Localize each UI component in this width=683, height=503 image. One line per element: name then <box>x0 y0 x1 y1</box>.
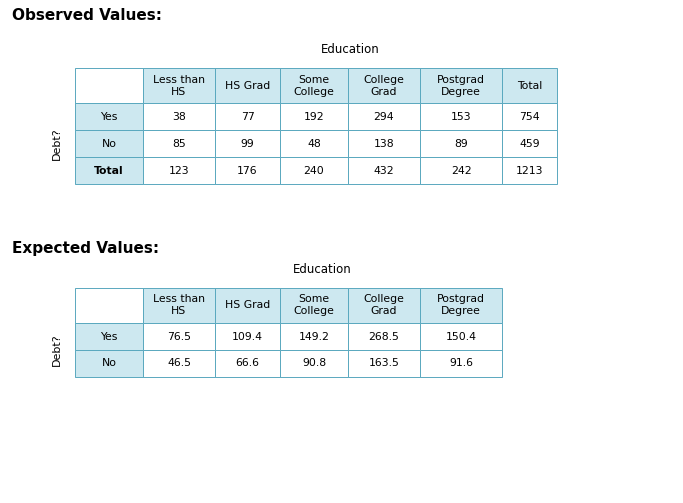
Bar <box>420 103 502 130</box>
Bar <box>215 350 280 377</box>
Text: 89: 89 <box>454 138 468 148</box>
Text: 66.6: 66.6 <box>236 359 260 369</box>
Text: Education: Education <box>293 263 352 276</box>
Text: 48: 48 <box>307 138 321 148</box>
Bar <box>215 103 280 130</box>
Text: 176: 176 <box>237 165 257 176</box>
Text: Some
College: Some College <box>294 74 335 97</box>
Text: 754: 754 <box>519 112 540 122</box>
Text: Total: Total <box>94 165 124 176</box>
Bar <box>143 130 215 157</box>
Bar <box>280 103 348 130</box>
Text: Some
College: Some College <box>294 294 335 316</box>
Bar <box>75 130 143 157</box>
Bar <box>420 288 502 323</box>
Text: Education: Education <box>320 43 379 56</box>
Bar <box>420 130 502 157</box>
Bar <box>348 350 420 377</box>
Bar <box>215 157 280 184</box>
Text: 240: 240 <box>304 165 324 176</box>
Text: 76.5: 76.5 <box>167 331 191 342</box>
Bar <box>215 68 280 103</box>
Text: 294: 294 <box>374 112 394 122</box>
Bar <box>143 323 215 350</box>
Bar <box>75 103 143 130</box>
Bar <box>280 130 348 157</box>
Text: Postgrad
Degree: Postgrad Degree <box>437 74 485 97</box>
Bar <box>143 157 215 184</box>
Text: Total: Total <box>517 80 542 91</box>
Text: No: No <box>102 138 117 148</box>
Bar <box>420 323 502 350</box>
Text: 138: 138 <box>374 138 394 148</box>
Bar <box>502 157 557 184</box>
Bar <box>280 350 348 377</box>
Text: 192: 192 <box>304 112 324 122</box>
Text: Yes: Yes <box>100 331 117 342</box>
Bar <box>502 103 557 130</box>
Text: College
Grad: College Grad <box>363 294 404 316</box>
Text: Yes: Yes <box>100 112 117 122</box>
Bar <box>420 157 502 184</box>
Bar <box>420 350 502 377</box>
Text: 85: 85 <box>172 138 186 148</box>
Bar <box>143 68 215 103</box>
Bar <box>280 157 348 184</box>
Bar <box>348 103 420 130</box>
Bar <box>75 323 143 350</box>
Text: 1213: 1213 <box>516 165 543 176</box>
Bar <box>143 103 215 130</box>
Bar <box>280 288 348 323</box>
Bar <box>280 323 348 350</box>
Text: Debt?: Debt? <box>52 127 62 160</box>
Text: No: No <box>102 359 117 369</box>
Bar <box>143 288 215 323</box>
Text: 150.4: 150.4 <box>445 331 477 342</box>
Text: Less than
HS: Less than HS <box>153 294 205 316</box>
Bar <box>215 288 280 323</box>
Text: Debt?: Debt? <box>52 333 62 366</box>
Text: Postgrad
Degree: Postgrad Degree <box>437 294 485 316</box>
Bar <box>502 68 557 103</box>
Bar <box>348 130 420 157</box>
Text: Expected Values:: Expected Values: <box>12 241 159 256</box>
Text: 123: 123 <box>169 165 189 176</box>
Text: 459: 459 <box>519 138 540 148</box>
Text: College
Grad: College Grad <box>363 74 404 97</box>
Bar <box>75 350 143 377</box>
Bar <box>348 288 420 323</box>
Bar <box>348 68 420 103</box>
Bar <box>75 288 143 323</box>
Text: 38: 38 <box>172 112 186 122</box>
Text: 77: 77 <box>240 112 254 122</box>
Bar <box>348 323 420 350</box>
Text: 90.8: 90.8 <box>302 359 326 369</box>
Bar <box>215 323 280 350</box>
Text: 99: 99 <box>240 138 254 148</box>
Text: Less than
HS: Less than HS <box>153 74 205 97</box>
Bar <box>348 157 420 184</box>
Bar <box>75 157 143 184</box>
Text: Observed Values:: Observed Values: <box>12 8 162 23</box>
Bar <box>280 68 348 103</box>
Text: HS Grad: HS Grad <box>225 300 270 310</box>
Bar <box>420 68 502 103</box>
Text: 149.2: 149.2 <box>298 331 329 342</box>
Text: 46.5: 46.5 <box>167 359 191 369</box>
Bar <box>215 130 280 157</box>
Text: 268.5: 268.5 <box>369 331 400 342</box>
Text: 153: 153 <box>451 112 471 122</box>
Bar <box>143 350 215 377</box>
Text: 242: 242 <box>451 165 471 176</box>
Bar <box>502 130 557 157</box>
Bar <box>75 68 143 103</box>
Text: 163.5: 163.5 <box>369 359 400 369</box>
Text: 91.6: 91.6 <box>449 359 473 369</box>
Text: 432: 432 <box>374 165 394 176</box>
Text: HS Grad: HS Grad <box>225 80 270 91</box>
Text: 109.4: 109.4 <box>232 331 263 342</box>
